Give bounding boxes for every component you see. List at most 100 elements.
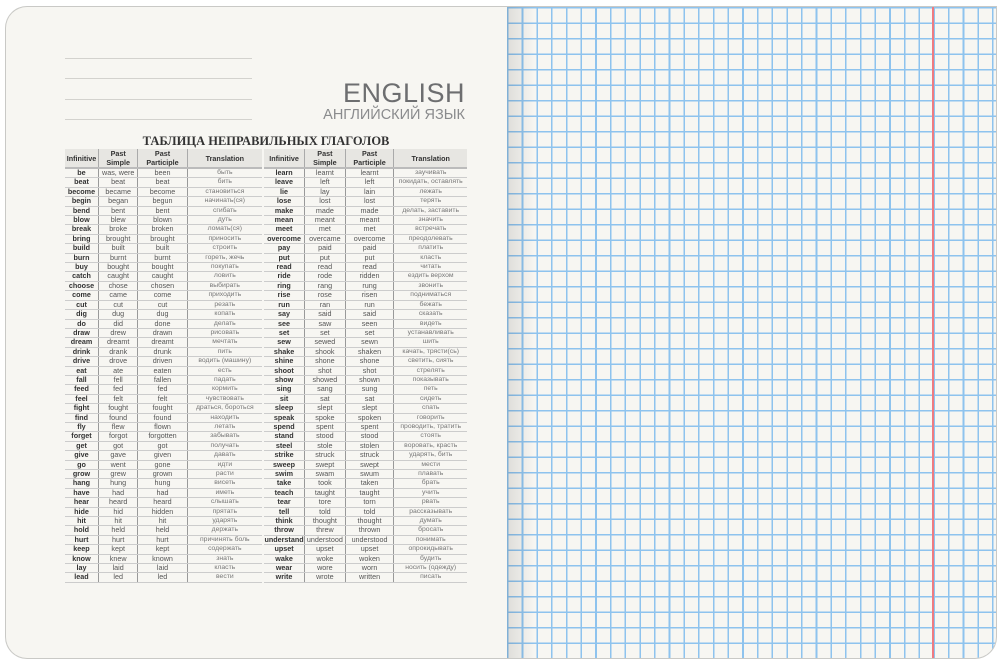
infinitive-cell: do: [65, 319, 99, 329]
translation-cell: проводить, тратить: [393, 422, 467, 433]
translation-cell: рассказывать: [393, 507, 467, 518]
past-simple-cell: forgot: [97, 431, 138, 442]
table-row: mean meant meant значить: [264, 215, 467, 226]
translation-cell: расти: [186, 469, 262, 480]
translation-cell: бежать: [393, 300, 467, 311]
translation-cell: писать: [393, 572, 467, 583]
translation-cell: брать: [393, 478, 467, 489]
past-participle-cell: known: [137, 554, 188, 565]
past-simple-cell: sang: [304, 384, 346, 395]
infinitive-cell: hurt: [65, 535, 99, 546]
translation-cell: бить: [186, 177, 262, 188]
column-header: Infinitive: [65, 149, 99, 169]
column-header: Past Simple: [304, 149, 346, 169]
table-row: spend spent spent проводить, тратить: [264, 422, 467, 433]
table-row: dig dug dug копать: [65, 309, 262, 320]
translation-cell: вести: [186, 572, 262, 583]
past-simple-cell: hung: [97, 479, 138, 489]
past-participle-cell: written: [344, 573, 394, 583]
write-in-line: [65, 58, 252, 59]
past-participle-cell: been: [137, 168, 188, 179]
past-participle-cell: fed: [137, 384, 188, 395]
past-simple-cell: spent: [304, 422, 346, 433]
past-simple-cell: saw: [304, 319, 346, 329]
right-page-grid: [507, 6, 997, 659]
past-simple-cell: laid: [97, 563, 138, 574]
infinitive-cell: read: [264, 262, 305, 273]
infinitive-cell: mean: [264, 215, 305, 226]
past-simple-cell: led: [97, 573, 138, 583]
table-row: drive drove driven водить (машину): [65, 356, 262, 367]
table-row: pay paid paid платить: [264, 243, 467, 254]
infinitive-cell: sleep: [264, 403, 305, 414]
past-simple-cell: blew: [97, 215, 138, 226]
past-participle-cell: gone: [137, 460, 188, 471]
past-simple-cell: left: [304, 178, 346, 188]
past-participle-cell: broken: [137, 225, 188, 235]
past-participle-cell: hurt: [137, 535, 188, 546]
past-simple-cell: swam: [304, 469, 346, 480]
past-simple-cell: tore: [304, 497, 346, 508]
infinitive-cell: see: [264, 319, 305, 329]
past-participle-cell: spoken: [344, 413, 394, 423]
translation-cell: носить (одежду): [393, 563, 467, 574]
past-simple-cell: fought: [97, 403, 138, 414]
infinitive-cell: shine: [264, 356, 305, 367]
past-simple-cell: fed: [97, 384, 138, 395]
past-participle-cell: dreamt: [137, 337, 188, 348]
table-row: fly flew flown летать: [65, 422, 262, 433]
translation-cell: делать: [186, 319, 262, 329]
infinitive-cell: stand: [264, 431, 305, 442]
past-simple-cell: said: [304, 309, 346, 320]
infinitive-cell: get: [65, 441, 99, 452]
infinitive-cell: put: [264, 253, 305, 264]
past-simple-cell: grew: [97, 469, 138, 480]
table-row: lay laid laid класть: [65, 563, 262, 574]
translation-cell: учить: [393, 488, 467, 499]
past-participle-cell: flown: [137, 422, 188, 433]
translation-cell: сгибать: [186, 206, 262, 217]
translation-cell: понимать: [393, 535, 467, 546]
translation-cell: плавать: [393, 469, 467, 480]
past-simple-cell: overcame: [304, 234, 346, 245]
table-row: sweep swept swept мести: [264, 460, 467, 471]
past-simple-cell: wore: [304, 563, 346, 574]
infinitive-cell: teach: [264, 488, 305, 499]
table-row: lie lay lain лежать: [264, 187, 467, 198]
past-participle-cell: lain: [344, 187, 394, 198]
translation-cell: бросать: [393, 525, 467, 536]
past-simple-cell: dreamt: [97, 337, 138, 348]
past-simple-cell: shone: [304, 356, 346, 367]
past-simple-cell: became: [97, 187, 138, 198]
past-participle-cell: hidden: [137, 507, 188, 518]
table-row: dream dreamt dreamt мечтать: [65, 337, 262, 348]
past-simple-cell: hit: [97, 516, 138, 527]
translation-cell: качать, трясти(сь): [393, 347, 467, 358]
past-participle-cell: felt: [137, 394, 188, 405]
past-simple-cell: rang: [304, 281, 346, 292]
infinitive-cell: sit: [264, 394, 305, 405]
table-row: find found found находить: [65, 413, 262, 423]
infinitive-cell: fall: [65, 375, 99, 386]
translation-cell: терять: [393, 196, 467, 207]
table-row: steel stole stolen воровать, красть: [264, 441, 467, 452]
past-participle-cell: found: [137, 413, 188, 423]
column-header: Past Simple: [97, 149, 138, 169]
table-row: write wrote written писать: [264, 572, 467, 583]
column-header: Past Participle: [137, 149, 188, 169]
translation-cell: слышать: [186, 497, 262, 508]
table-row: catch caught caught ловить: [65, 272, 262, 282]
translation-cell: забывать: [186, 431, 262, 442]
past-participle-cell: met: [344, 225, 394, 235]
infinitive-cell: wear: [264, 563, 305, 574]
translation-cell: находить: [186, 413, 262, 423]
past-participle-cell: risen: [344, 290, 394, 301]
table-row: get got got получать: [65, 441, 262, 452]
translation-cell: светить, сиять: [393, 356, 467, 367]
infinitive-cell: hold: [65, 526, 99, 536]
table-row: speak spoke spoken говорить: [264, 413, 467, 423]
past-participle-cell: torn: [344, 497, 394, 508]
infinitive-cell: grow: [65, 469, 99, 480]
past-participle-cell: seen: [344, 319, 394, 329]
past-participle-cell: sat: [344, 394, 394, 405]
